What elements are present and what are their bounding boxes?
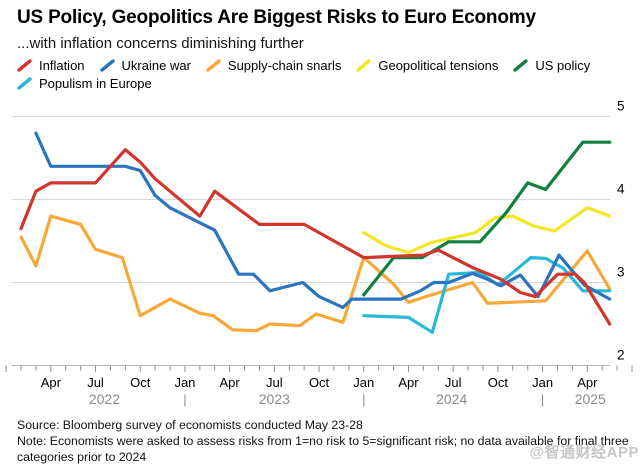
year-divider-2023: | bbox=[183, 392, 186, 407]
x-tick-label-11-jan: Jan bbox=[532, 375, 553, 390]
chart-svg: 5 4 3 2 Apr Jul Oct Jan Apr Jul Oct Jan Apr Jul Oct Jan… bbox=[5, 99, 633, 407]
legend-slash-icon bbox=[99, 59, 115, 72]
legend-slash-icon bbox=[513, 59, 529, 72]
legend-label: Inflation bbox=[39, 58, 85, 73]
legend-label: Supply-chain snarls bbox=[227, 58, 342, 73]
legend-label: Populism in Europe bbox=[39, 76, 152, 91]
note-text: Note: Economists were asked to assess ri… bbox=[17, 434, 629, 464]
x-tick-label-5-jul: Jul bbox=[266, 375, 283, 390]
year-label-2025: 2025 bbox=[575, 391, 606, 407]
y-axis-label-3: 3 bbox=[617, 265, 625, 280]
legend-item-inflation: Inflation bbox=[17, 58, 85, 73]
y-axis-label-2: 2 bbox=[617, 348, 625, 363]
x-tick-label-8-apr: Apr bbox=[398, 375, 419, 390]
year-divider-2025: | bbox=[541, 392, 544, 407]
y-axis-label-5: 5 bbox=[617, 99, 625, 114]
chart-legend: Inflation Ukraine war Supply-chain snarls G… bbox=[17, 58, 629, 91]
x-tick-label-4-apr: Apr bbox=[220, 375, 241, 390]
x-tick-label-12-apr: Apr bbox=[577, 375, 598, 390]
year-divider-2024: | bbox=[362, 392, 365, 407]
legend-item-populism-in-europe: Populism in Europe bbox=[17, 76, 152, 91]
chart-footer: Source: Bloomberg survey of economists c… bbox=[17, 417, 644, 465]
series-line-inflation bbox=[19, 148, 612, 326]
x-tick-label-10-oct: Oct bbox=[488, 375, 509, 390]
x-tick-label-3-jan: Jan bbox=[174, 375, 195, 390]
y-axis-label-4: 4 bbox=[617, 182, 625, 197]
source-text: Source: Bloomberg survey of economists c… bbox=[17, 418, 363, 432]
legend-slash-icon bbox=[356, 59, 372, 72]
series-line-ukraine-war bbox=[34, 131, 612, 309]
legend-item-geopolitical-tensions: Geopolitical tensions bbox=[356, 58, 498, 73]
x-tick-label-1-jul: Jul bbox=[87, 375, 104, 390]
line-chart: 5 4 3 2 Apr Jul Oct Jan Apr Jul Oct Jan Apr Jul Oct Jan… bbox=[0, 92, 644, 408]
legend-item-us-policy: US policy bbox=[513, 58, 590, 73]
series-line-us-policy bbox=[362, 140, 612, 297]
legend-label: Ukraine war bbox=[121, 58, 191, 73]
year-label-2022: 2022 bbox=[89, 391, 120, 407]
chart-title: US Policy, Geopolitics Are Biggest Risks… bbox=[17, 7, 536, 28]
legend-slash-icon bbox=[206, 59, 221, 72]
chart-subtitle: ...with inflation concerns diminishing f… bbox=[17, 35, 304, 52]
legend-item-supply-chain-snarls: Supply-chain snarls bbox=[206, 58, 341, 73]
year-label-2024: 2024 bbox=[436, 391, 467, 407]
x-tick-label-0-apr: Apr bbox=[41, 375, 62, 390]
legend-slash-icon bbox=[17, 77, 32, 90]
x-tick-label-9-jul: Jul bbox=[445, 375, 462, 390]
year-label-2023: 2023 bbox=[259, 391, 290, 407]
series-line-geopolitical-tensions bbox=[362, 206, 612, 255]
series-line-supply-chain-snarls bbox=[19, 214, 612, 333]
legend-label: US policy bbox=[535, 58, 591, 73]
watermark-text: @智通财经APP bbox=[529, 444, 639, 461]
x-tick-label-2-oct: Oct bbox=[130, 375, 151, 390]
x-tick-label-7-jan: Jan bbox=[353, 375, 374, 390]
legend-item-ukraine-war: Ukraine war bbox=[99, 58, 191, 73]
legend-label: Geopolitical tensions bbox=[378, 58, 499, 73]
x-tick-label-6-oct: Oct bbox=[309, 375, 330, 390]
legend-slash-icon bbox=[17, 59, 32, 72]
